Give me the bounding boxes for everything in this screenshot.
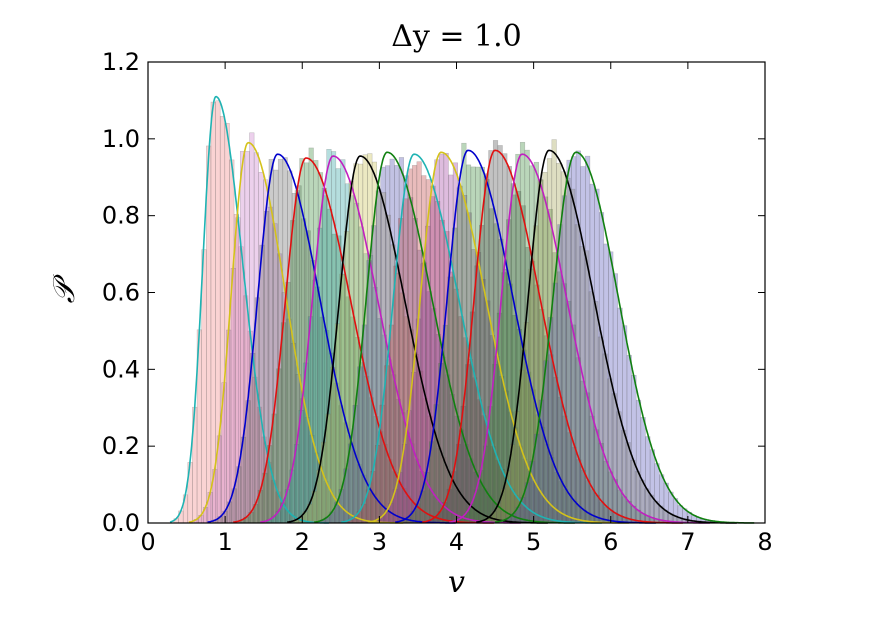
y-tick-label: 0.6: [102, 279, 140, 307]
histogram-bar: [206, 145, 212, 524]
histogram-bar: [594, 188, 600, 524]
density-curve: [233, 157, 494, 524]
density-curve: [395, 149, 656, 524]
histogram-bar: [245, 400, 251, 524]
density-curve: [314, 151, 575, 524]
histogram-bar: [659, 474, 665, 524]
y-tick-label: 0.4: [102, 355, 140, 383]
density-curve: [476, 149, 737, 524]
chart-title: Δy = 1.0: [391, 19, 522, 54]
histogram-bar: [677, 505, 683, 524]
y-tick-label: 0.2: [102, 432, 140, 460]
histogram-bar: [635, 399, 642, 524]
x-axis-label: v: [448, 565, 465, 600]
axis-ticks: 0 1 2 3 4 5 6 7 8 0.0 0.2 0.4 0.6 0.8 1.0 1.2: [102, 48, 773, 556]
histogram-bar: [645, 436, 651, 524]
histogram-bar: [640, 417, 646, 524]
x-tick-label: 3: [372, 528, 387, 556]
density-curve: [287, 155, 548, 524]
histogram-bar: [210, 101, 216, 524]
histogram-bar: [631, 375, 637, 524]
y-tick-label: 0.0: [102, 509, 140, 537]
histogram-bar: [250, 352, 256, 524]
histogram-bar: [649, 449, 655, 524]
histogram-bar: [552, 282, 558, 524]
y-axis-label: 𝒫: [47, 273, 82, 303]
density-curve: [422, 149, 683, 524]
histogram-bar: [668, 491, 674, 524]
x-tick-label: 8: [757, 528, 772, 556]
x-tick-label: 2: [295, 528, 310, 556]
histogram-bar: [598, 212, 605, 524]
histogram-bar: [589, 183, 595, 524]
density-curve: [188, 141, 404, 524]
y-tick-label: 1.0: [102, 125, 140, 153]
x-tick-label: 4: [449, 528, 464, 556]
density-curve: [341, 153, 602, 524]
histogram-bar: [626, 355, 632, 524]
histogram-bar: [201, 249, 207, 524]
histogram-bar: [271, 413, 277, 524]
histogram-bar: [254, 297, 260, 524]
density-curve: [368, 151, 629, 524]
density-curve: [449, 153, 710, 524]
y-tick-label: 1.2: [102, 48, 140, 76]
histogram-bar: [585, 155, 591, 524]
y-tick-label: 0.8: [102, 202, 140, 230]
histogram-bar: [566, 159, 572, 524]
histogram-bar: [654, 463, 660, 524]
x-tick-label: 0: [140, 528, 155, 556]
x-tick-label: 5: [526, 528, 541, 556]
histogram-bar: [561, 195, 568, 524]
histogram-bar: [575, 150, 581, 524]
x-tick-label: 7: [680, 528, 695, 556]
histogram-bar: [357, 366, 363, 524]
histogram-bar: [603, 243, 609, 524]
density-curve: [494, 151, 755, 524]
x-tick-label: 1: [217, 528, 232, 556]
density-curve: [260, 155, 521, 524]
histogram-bar: [325, 413, 331, 524]
x-tick-label: 6: [603, 528, 618, 556]
density-curve: [207, 153, 456, 524]
